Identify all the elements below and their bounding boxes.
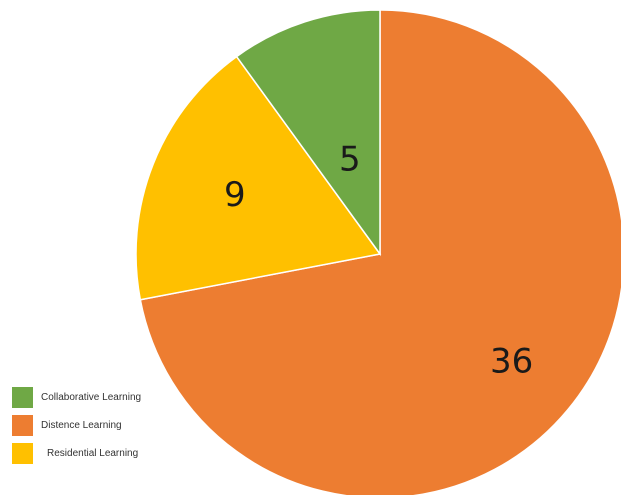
data-label-residential-learning: 9: [224, 175, 246, 215]
legend-label: Collaborative Learning: [41, 392, 142, 403]
pie-slice-residential-learning: [135, 55, 382, 301]
legend-swatch: [12, 443, 33, 464]
data-label-distence-learning: 36: [490, 341, 533, 381]
legend-swatch: [12, 387, 33, 408]
legend: Collaborative Learning Distence Learning…: [12, 384, 141, 468]
legend-item-residential-learning: Residential Learning: [12, 440, 141, 467]
legend-item-collaborative-learning: Collaborative Learning: [12, 384, 141, 411]
legend-swatch: [12, 415, 33, 436]
legend-label: Residential Learning: [47, 448, 139, 459]
legend-item-distence-learning: Distence Learning: [12, 412, 141, 439]
pie-slice-collaborative-learning: [235, 9, 381, 257]
data-label-collaborative-learning: 5: [339, 140, 361, 180]
legend-label: Distence Learning: [41, 420, 122, 431]
